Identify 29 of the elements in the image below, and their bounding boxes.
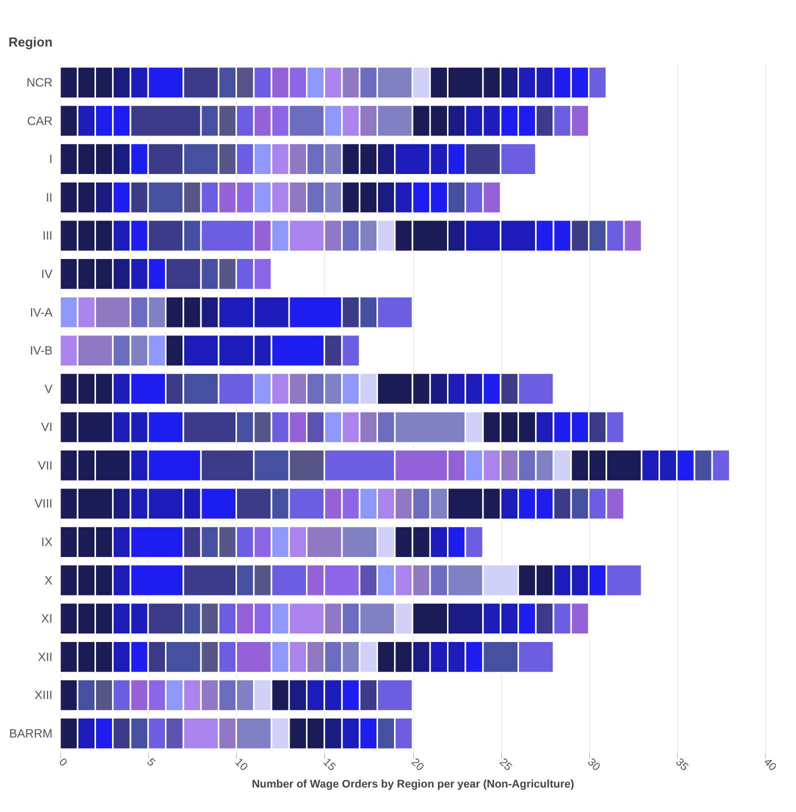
x-tick-label: 0 [56,756,70,770]
x-tick-label: 5 [144,756,158,770]
y-tick-label: IX [41,535,52,550]
x-tick-label: 40 [761,756,778,774]
x-axis-title: Number of Wage Orders by Region per year (Non-Agriculture) [252,778,574,791]
y-tick-label: VII [38,458,52,472]
y-tick-label: VI [41,420,52,434]
x-tick-label: 20 [408,756,426,774]
y-tick-label: VIII [34,496,52,511]
y-tick-label: X [44,573,52,588]
y-tick-label: IV [41,266,52,281]
x-tick-label: 15 [320,756,338,774]
y-tick-label: V [44,382,52,396]
y-tick-label: XI [41,612,52,626]
y-tick-label: BARRM [9,726,52,740]
x-tick-label: 35 [673,756,690,774]
y-tick-label: III [42,228,52,243]
y-tick-label: XIII [34,688,52,702]
x-tick-label: 25 [496,756,514,774]
x-tick-label: 10 [232,756,250,774]
y-tick-label: IV-B [30,344,52,358]
y-tick-label: I [49,152,52,166]
y-tick-label: NCR [26,76,53,90]
x-tick-label: 30 [585,756,602,774]
y-tick-label: CAR [27,114,53,128]
y-axis-title: Region [8,34,53,50]
y-tick-label: II [46,190,52,204]
y-tick-label: IV-A [30,305,52,320]
y-tick-label: XII [38,650,52,664]
